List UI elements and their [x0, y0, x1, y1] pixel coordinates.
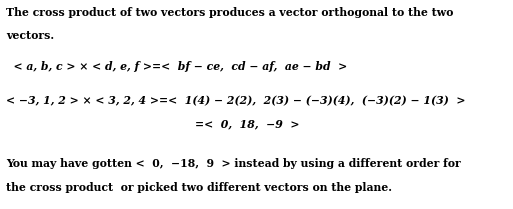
Text: the cross product  or picked two different vectors on the plane.: the cross product or picked two differen…	[6, 182, 392, 193]
Text: =<  0,  18,  −9  >: =< 0, 18, −9 >	[195, 118, 300, 129]
Text: You may have gotten <  0,  −18,  9  > instead by using a different order for: You may have gotten < 0, −18, 9 > instea…	[6, 158, 461, 169]
Text: vectors.: vectors.	[6, 30, 54, 41]
Text: < −3, 1, 2 > × < 3, 2, 4 >=<  1(4) − 2(2),  2(3) − (−3)(4),  (−3)(2) − 1(3)  >: < −3, 1, 2 > × < 3, 2, 4 >=< 1(4) − 2(2)…	[6, 95, 466, 106]
Text: < a, b, c > × < d, e, f >=<  bf − ce,  cd − af,  ae − bd  >: < a, b, c > × < d, e, f >=< bf − ce, cd …	[6, 61, 347, 72]
Text: The cross product of two vectors produces a vector orthogonal to the two: The cross product of two vectors produce…	[6, 7, 453, 18]
